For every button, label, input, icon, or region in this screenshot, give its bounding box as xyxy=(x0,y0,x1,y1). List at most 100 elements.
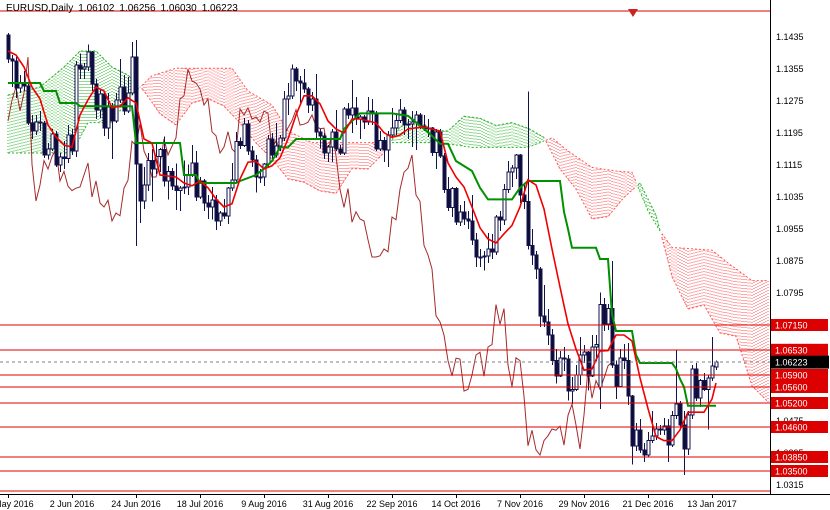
date-axis-label: 7 Nov 2016 xyxy=(497,499,543,509)
level-price-tag xyxy=(771,369,828,381)
bear-candle-body xyxy=(294,68,299,82)
bull-candle-body xyxy=(478,256,483,259)
bear-candle-body xyxy=(78,64,83,70)
bull-candle-body xyxy=(634,429,639,447)
bear-candle-body xyxy=(322,135,327,154)
bear-candle-body xyxy=(170,170,175,187)
time-axis-bg xyxy=(0,495,830,510)
bull-candle-body xyxy=(394,120,399,129)
bull-candle-body xyxy=(594,344,599,348)
level-price-tag xyxy=(771,451,828,463)
senkou-span-b-line xyxy=(545,137,637,183)
bull-candle-body xyxy=(690,368,695,416)
bull-candle-body xyxy=(558,357,563,377)
bull-candle-body xyxy=(50,133,55,150)
level-price-tag xyxy=(771,343,828,356)
bull-candle-body xyxy=(514,154,519,169)
bear-candle-body xyxy=(238,140,243,146)
bull-candle-body xyxy=(286,95,291,100)
price-axis[interactable]: 1.1435 1.1355 1.1275 1.1195 1.1115 1.1035 1.09… xyxy=(770,0,830,494)
ohlc-info: EURUSD,Daily 1.06102 1.06256 1.06030 1.06223 xyxy=(6,3,243,14)
bull-candle-body xyxy=(242,123,247,146)
bear-candle-body xyxy=(94,83,99,111)
level-price-tag-text: 1.07150 xyxy=(775,321,808,331)
price-axis-label: 1.0875 xyxy=(776,256,804,266)
level-price-tag xyxy=(771,319,828,331)
bull-candle-body xyxy=(58,156,63,166)
close-value: 1.06223 xyxy=(201,3,238,14)
kijun-sen-line xyxy=(8,82,716,407)
bull-candle-body xyxy=(310,98,315,106)
bear-candle-body xyxy=(338,148,343,154)
date-axis-label: 11 May 2016 xyxy=(0,499,34,509)
bear-candle-body xyxy=(382,140,387,151)
date-axis-label: 22 Sep 2016 xyxy=(366,499,417,509)
bull-candle-body xyxy=(282,98,287,139)
bull-candle-body xyxy=(582,351,587,356)
bear-candle-body xyxy=(454,188,459,223)
bear-candle-body xyxy=(666,425,671,446)
time-axis[interactable]: 11 May 2016 2 Jun 2016 24 Jun 2016 18 Jul 2… xyxy=(0,494,830,510)
high-value: 1.06256 xyxy=(119,3,156,14)
bear-candle-body xyxy=(538,268,543,317)
date-axis-label: 21 Dec 2016 xyxy=(622,499,673,509)
bull-candle-body xyxy=(118,86,123,101)
price-axis-bg xyxy=(771,0,830,494)
bull-candle-body xyxy=(590,346,595,377)
bear-candle-body xyxy=(6,34,11,60)
bear-candle-body xyxy=(518,154,523,196)
bear-candle-body xyxy=(254,159,259,178)
bull-candle-body xyxy=(506,171,511,190)
bear-candle-body xyxy=(214,199,219,222)
bear-candle-body xyxy=(542,315,547,323)
price-axis-label: 1.1115 xyxy=(776,160,802,170)
bull-candle-body xyxy=(230,179,235,189)
bull-candle-body xyxy=(570,388,575,392)
bull-candle-body xyxy=(390,127,395,136)
bear-candle-body xyxy=(550,334,555,362)
bear-candle-body xyxy=(586,351,591,377)
bear-candle-body xyxy=(122,86,127,112)
bear-candle-body xyxy=(374,112,379,150)
bull-candle-body xyxy=(366,110,371,123)
bull-candle-body xyxy=(290,68,295,97)
senkou-span-b-line xyxy=(661,233,768,282)
bear-candle-body xyxy=(490,248,495,253)
price-axis-label: 1.1435 xyxy=(776,32,804,42)
bear-candle-body xyxy=(162,148,167,182)
bear-candle-body xyxy=(554,360,559,377)
bull-candle-body xyxy=(178,187,183,192)
date-axis-label: 13 Jan 2017 xyxy=(687,499,737,509)
price-axis-label: 1.1035 xyxy=(776,192,804,202)
bull-candle-body xyxy=(686,414,691,450)
low-value: 1.06030 xyxy=(160,3,197,14)
bull-candle-body xyxy=(386,134,391,151)
bear-candle-body xyxy=(546,321,551,336)
level-price-tag-text: 1.05200 xyxy=(775,399,808,409)
level-price-tag-text: 1.05600 xyxy=(775,383,808,393)
bull-candle-body xyxy=(646,440,651,456)
bull-candle-body xyxy=(182,186,187,189)
bear-candle-body xyxy=(38,121,43,124)
tenkan-sen-line xyxy=(7,50,717,442)
price-axis-label: 1.0795 xyxy=(776,288,804,298)
bull-candle-body xyxy=(210,199,215,208)
senkou-span-b-line xyxy=(141,67,390,144)
bull-candle-body xyxy=(406,123,411,126)
bear-candle-body xyxy=(222,212,227,217)
bear-candle-body xyxy=(150,160,155,170)
bear-candle-body xyxy=(306,88,311,106)
price-axis-label: 1.1275 xyxy=(776,96,804,106)
date-axis-label: 9 Aug 2016 xyxy=(241,499,287,509)
level-price-tag xyxy=(771,465,828,477)
price-axis-label: 1.0955 xyxy=(776,224,804,234)
bear-candle-body xyxy=(102,93,107,129)
bull-candle-body xyxy=(46,148,51,156)
bear-candle-body xyxy=(402,109,407,126)
bull-candle-body xyxy=(502,188,507,221)
senkou-span-b-line xyxy=(637,186,661,232)
bull-candle-body xyxy=(226,187,231,217)
bear-candle-body xyxy=(42,122,47,156)
bear-candle-body xyxy=(614,364,619,388)
